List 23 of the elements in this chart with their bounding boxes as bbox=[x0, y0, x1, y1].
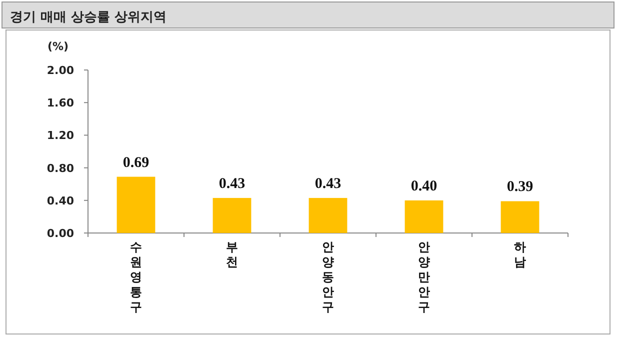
x-tick-label: 하남 bbox=[514, 240, 526, 269]
data-label: 0.39 bbox=[506, 179, 534, 196]
y-tick-label: 1.20 bbox=[46, 129, 74, 142]
y-axis-title: (%) bbox=[47, 40, 69, 53]
bar bbox=[404, 200, 444, 233]
y-tick-label: 0.80 bbox=[46, 162, 74, 175]
data-label: 0.69 bbox=[122, 154, 150, 171]
y-tick-label: 1.60 bbox=[46, 96, 74, 110]
y-tick-label: 0.40 bbox=[46, 194, 74, 208]
x-tick-label: 안양동안구 bbox=[322, 240, 334, 314]
y-tick-label: 0.00 bbox=[46, 227, 74, 240]
bar bbox=[212, 198, 252, 233]
bar bbox=[116, 176, 156, 233]
data-label: 0.40 bbox=[410, 178, 438, 194]
chart-title: 경기 매매 상승률 상위지역 bbox=[10, 10, 167, 25]
data-label: 0.43 bbox=[218, 176, 246, 192]
y-tick-label: 2.00 bbox=[46, 64, 74, 77]
data-label: 0.43 bbox=[314, 176, 342, 192]
bar bbox=[308, 198, 348, 233]
x-tick-label: 수원영통구 bbox=[130, 240, 142, 314]
bar bbox=[500, 201, 540, 233]
x-tick-label: 안양만안구 bbox=[418, 240, 430, 314]
x-tick-label: 부천 bbox=[226, 240, 238, 269]
